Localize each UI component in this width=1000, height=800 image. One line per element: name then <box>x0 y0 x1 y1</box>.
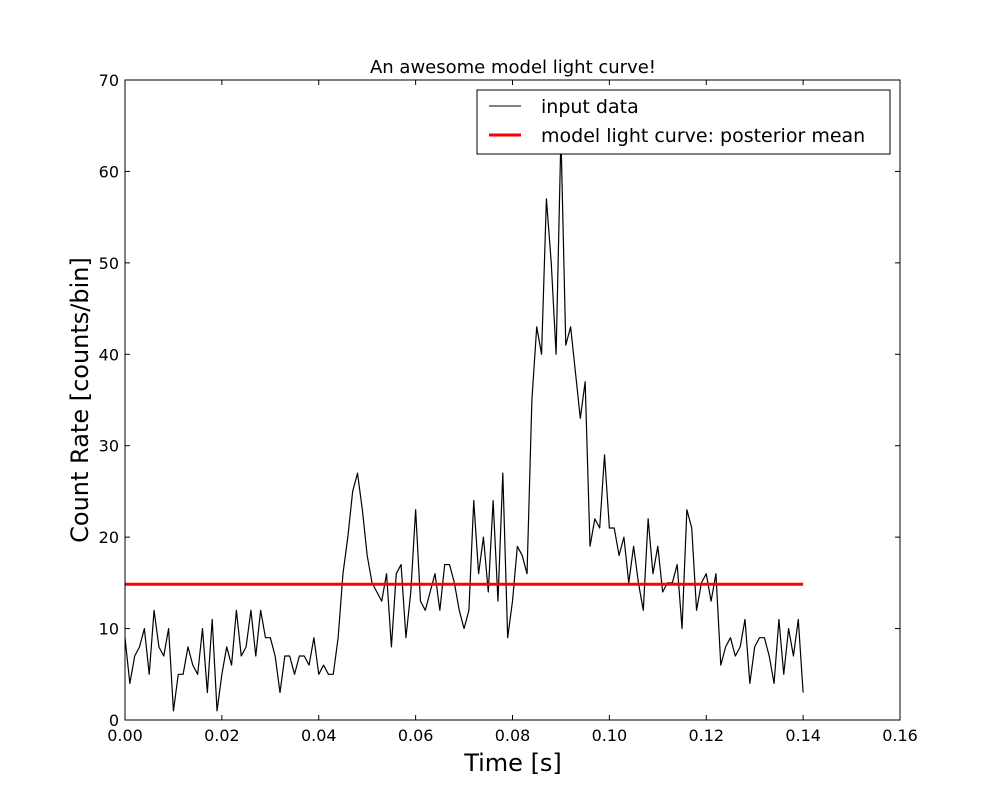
series-line-input-data <box>125 134 804 712</box>
y-tick-label: 40 <box>99 345 119 364</box>
x-tick-label: 0.08 <box>495 726 531 745</box>
legend-label-model-curve: model light curve: posterior mean <box>541 125 865 147</box>
legend-label-input-data: input data <box>541 96 639 118</box>
x-tick-label: 0.14 <box>785 726 821 745</box>
legend: input data model light curve: posterior … <box>476 89 891 155</box>
x-axis-label: Time [s] <box>463 749 562 777</box>
y-tick-label: 30 <box>99 437 119 456</box>
y-tick-label: 10 <box>99 620 119 639</box>
chart-title: An awesome model light curve! <box>370 57 656 78</box>
y-tick-label: 50 <box>99 254 119 273</box>
x-tick-label: 0.10 <box>592 726 628 745</box>
x-tick-label: 0.04 <box>301 726 337 745</box>
x-tick-label: 0.06 <box>398 726 434 745</box>
x-tick-label: 0.12 <box>688 726 724 745</box>
legend-box <box>476 89 891 155</box>
y-tick-label: 60 <box>99 162 119 181</box>
plot-frame <box>124 79 901 721</box>
y-axis: 0 10 20 30 40 50 60 70 <box>99 71 900 730</box>
x-tick-label: 0.02 <box>204 726 240 745</box>
x-axis: 0.00 0.02 0.04 0.06 0.08 0.10 0.12 0.14 0.16 <box>107 80 918 745</box>
x-tick-label: 0.00 <box>107 726 143 745</box>
y-tick-label: 20 <box>99 528 119 547</box>
y-tick-label: 70 <box>99 71 119 90</box>
y-tick-label: 0 <box>109 711 119 730</box>
x-tick-label: 0.16 <box>882 726 918 745</box>
y-axis-label: Count Rate [counts/bin] <box>66 257 94 543</box>
plot-area <box>125 134 804 712</box>
